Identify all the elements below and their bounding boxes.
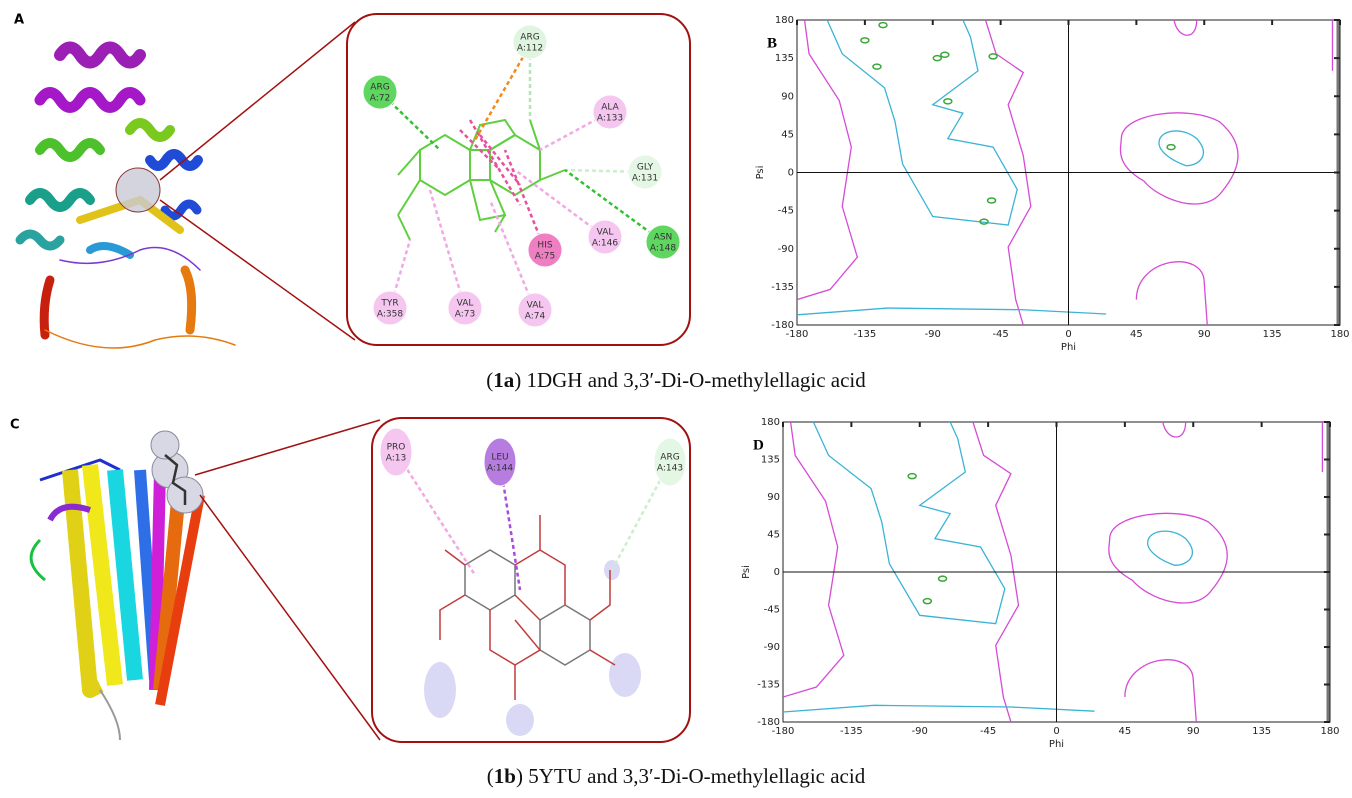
residue-name: ALA: [601, 103, 619, 113]
residue-id: A:112: [517, 44, 543, 54]
residue-id: A:72: [370, 94, 390, 104]
caption-part: ) 1DGH and 3,3′-Di-O-methylellagic acid: [514, 368, 866, 392]
x-tick-label: -45: [980, 726, 996, 737]
caption-part: 1b: [494, 764, 516, 788]
x-tick-label: -90: [912, 726, 928, 737]
y-axis-label: Psi: [741, 565, 752, 579]
x-tick-label: 45: [1119, 726, 1132, 737]
caption: (1b) 5YTU and 3,3′-Di-O-methylellagic ac…: [487, 764, 866, 788]
y-tick-label: -90: [778, 244, 794, 255]
protein-structure: [31, 431, 203, 740]
residue-name: TYR: [380, 299, 398, 309]
caption-part: 1a: [493, 368, 515, 392]
x-tick-label: 90: [1198, 329, 1211, 340]
caption-part: (: [486, 368, 493, 392]
residue-name: GLY: [637, 163, 654, 173]
y-tick-label: 45: [781, 129, 794, 140]
residue-id: A:133: [597, 114, 623, 124]
caption-part: (: [487, 764, 494, 788]
y-tick-label: -90: [764, 642, 780, 653]
y-tick-label: 45: [767, 530, 780, 541]
y-tick-label: -180: [757, 717, 780, 728]
interaction-panel: [372, 418, 690, 742]
y-tick-label: -135: [771, 282, 794, 293]
x-axis-label: Phi: [1049, 739, 1064, 750]
x-tick-label: 90: [1187, 726, 1200, 737]
zoom-line: [160, 22, 355, 180]
caption-part: ) 5YTU and 3,3′-Di-O-methylellagic acid: [516, 764, 866, 788]
x-tick-label: 135: [1252, 726, 1271, 737]
plot-label: D: [753, 437, 764, 453]
y-tick-label: 135: [775, 53, 794, 64]
x-tick-label: -90: [925, 329, 941, 340]
residue-name: PRO: [387, 443, 406, 453]
ramachandran-plot: -180-135-90-4504590135180-180-135-90-450…: [741, 417, 1340, 750]
caption: (1a) 1DGH and 3,3′-Di-O-methylellagic ac…: [486, 368, 866, 392]
zoom-line: [195, 420, 380, 475]
y-tick-label: 135: [761, 455, 780, 466]
protein-structure: [20, 48, 235, 349]
y-axis-label: Psi: [755, 166, 766, 180]
residue-id: A:13: [386, 454, 406, 464]
residue-id: A:131: [632, 174, 658, 184]
residue-id: A:148: [650, 244, 676, 254]
residue-name: ARG: [370, 83, 389, 93]
panel-label: A: [14, 13, 24, 28]
y-tick-label: 90: [781, 91, 794, 102]
residue-name: VAL: [457, 299, 474, 309]
residue-name: VAL: [527, 301, 544, 311]
x-tick-label: 0: [1065, 329, 1071, 340]
figure: A C -18: [0, 0, 1352, 798]
x-tick-label: 0: [1053, 726, 1059, 737]
y-tick-label: -45: [778, 206, 794, 217]
residue-id: A:144: [487, 464, 513, 474]
y-tick-label: 0: [774, 567, 780, 578]
plot-label: B: [767, 35, 777, 51]
y-tick-label: 0: [788, 168, 794, 179]
y-tick-label: 90: [767, 492, 780, 503]
residue-name: VAL: [597, 228, 614, 238]
panel-label: C: [10, 418, 20, 433]
x-tick-label: 180: [1320, 726, 1339, 737]
residue-id: A:143: [657, 464, 683, 474]
residue-id: A:75: [535, 252, 555, 262]
x-tick-label: 45: [1130, 329, 1143, 340]
y-tick-label: 180: [761, 417, 780, 428]
residue-id: A:146: [592, 239, 618, 249]
residue-name: LEU: [491, 453, 508, 463]
y-tick-label: -45: [764, 605, 780, 616]
residue-name: HIS: [537, 241, 552, 251]
x-tick-label: -45: [992, 329, 1008, 340]
y-tick-label: -135: [757, 680, 780, 691]
residue-name: ARG: [660, 453, 679, 463]
x-tick-label: 135: [1263, 329, 1282, 340]
residue-id: A:73: [455, 310, 475, 320]
x-tick-label: -135: [840, 726, 863, 737]
residue-id: A:74: [525, 312, 546, 322]
residue-id: A:358: [377, 310, 403, 320]
y-tick-label: -180: [771, 320, 794, 331]
y-tick-label: 180: [775, 15, 794, 26]
zoom-line: [200, 495, 380, 740]
x-axis-label: Phi: [1061, 342, 1076, 353]
x-tick-label: 180: [1330, 329, 1349, 340]
residue-name: ASN: [654, 233, 673, 243]
x-tick-label: -135: [854, 329, 877, 340]
residue-name: ARG: [520, 33, 539, 43]
